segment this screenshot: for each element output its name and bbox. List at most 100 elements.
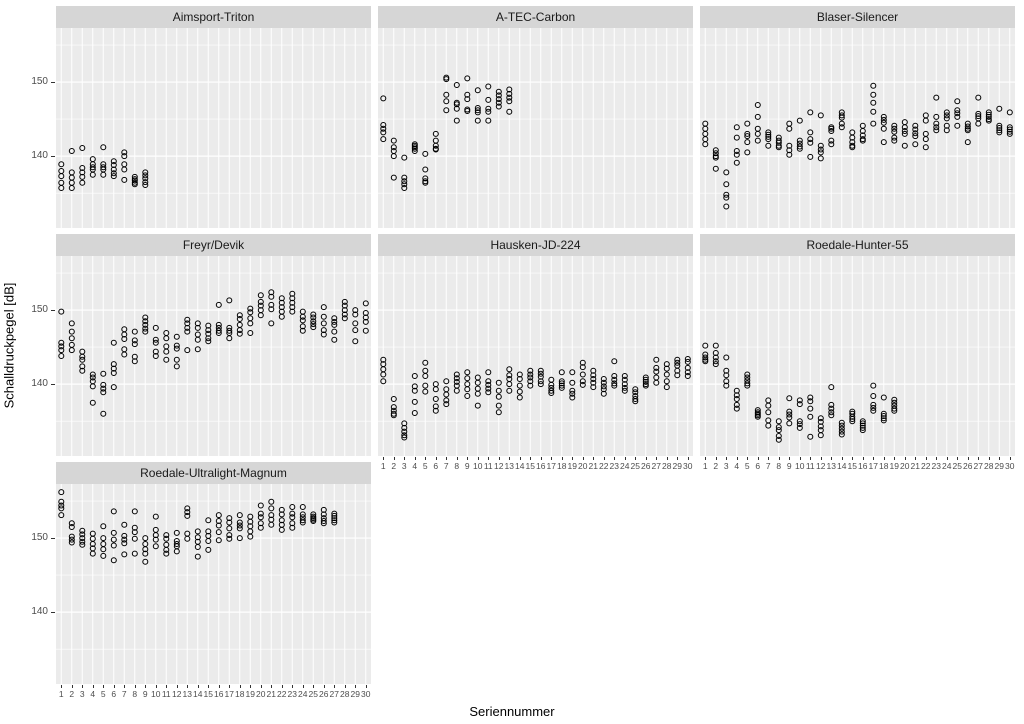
data-point bbox=[110, 339, 117, 346]
x-tick-label: 5 bbox=[422, 461, 428, 471]
data-point bbox=[194, 544, 201, 550]
data-point bbox=[975, 94, 982, 101]
data-point bbox=[474, 379, 481, 386]
x-tick-mark bbox=[166, 685, 168, 688]
data-point bbox=[331, 321, 338, 328]
x-tick-mark bbox=[925, 457, 927, 460]
x-tick-label: 13 bbox=[504, 461, 514, 471]
data-point bbox=[642, 378, 649, 385]
data-point bbox=[621, 381, 628, 388]
data-point bbox=[506, 387, 513, 394]
facet-roedale-ultralight-magnum: Roedale-Ultralight-Magnum bbox=[56, 462, 371, 684]
data-point bbox=[380, 122, 387, 128]
data-point bbox=[723, 378, 730, 385]
data-point bbox=[632, 398, 639, 405]
data-point bbox=[226, 519, 233, 526]
x-tick-mark bbox=[1009, 457, 1011, 460]
data-point bbox=[268, 306, 275, 313]
data-point bbox=[775, 433, 782, 439]
data-point bbox=[432, 403, 439, 410]
data-point bbox=[89, 371, 96, 378]
data-point bbox=[163, 348, 170, 355]
data-point bbox=[299, 317, 306, 324]
x-tick-label: 19 bbox=[245, 689, 255, 699]
data-point bbox=[723, 354, 730, 361]
data-point bbox=[891, 134, 898, 141]
data-point bbox=[184, 535, 191, 542]
data-point bbox=[443, 401, 450, 408]
data-point bbox=[996, 125, 1003, 131]
data-point bbox=[964, 123, 971, 130]
data-point bbox=[807, 394, 814, 401]
data-point bbox=[1006, 124, 1013, 131]
data-point bbox=[653, 364, 660, 371]
data-point bbox=[621, 373, 628, 379]
data-point bbox=[621, 384, 628, 391]
x-tick-mark bbox=[239, 685, 241, 688]
data-point bbox=[79, 145, 86, 151]
data-point bbox=[131, 337, 138, 344]
x-tick-label: 3 bbox=[79, 689, 85, 699]
data-point bbox=[880, 410, 887, 417]
data-point bbox=[247, 320, 254, 327]
data-point bbox=[891, 137, 898, 144]
data-point bbox=[569, 387, 576, 394]
x-tick-mark bbox=[915, 457, 917, 460]
data-point bbox=[121, 166, 128, 173]
data-point bbox=[411, 383, 418, 390]
data-point bbox=[58, 505, 65, 512]
data-point bbox=[516, 394, 523, 401]
x-tick-mark bbox=[71, 685, 73, 688]
data-point bbox=[796, 137, 803, 144]
data-point bbox=[173, 363, 180, 370]
x-tick-label: 15 bbox=[847, 461, 857, 471]
data-point bbox=[215, 321, 222, 328]
data-point bbox=[142, 325, 149, 332]
data-point bbox=[495, 88, 502, 95]
data-point bbox=[215, 512, 222, 519]
data-point bbox=[142, 318, 149, 325]
data-point bbox=[674, 372, 681, 379]
data-point bbox=[516, 388, 523, 395]
data-point bbox=[236, 522, 243, 529]
data-point bbox=[310, 518, 317, 524]
data-point bbox=[142, 179, 149, 186]
data-point bbox=[712, 150, 719, 157]
x-tick-mark bbox=[302, 685, 304, 688]
x-tick-mark bbox=[488, 457, 490, 460]
data-point bbox=[954, 122, 961, 129]
data-point bbox=[257, 312, 264, 319]
data-point bbox=[152, 339, 159, 346]
data-point bbox=[257, 524, 264, 531]
data-point bbox=[411, 373, 418, 379]
data-point bbox=[236, 312, 243, 319]
data-point bbox=[880, 394, 887, 401]
x-tick-mark bbox=[477, 457, 479, 460]
data-point bbox=[474, 402, 481, 409]
data-point bbox=[859, 137, 866, 144]
data-point bbox=[401, 178, 408, 185]
data-point bbox=[495, 409, 502, 416]
x-tick-label: 17 bbox=[224, 689, 234, 699]
x-tick-label: 3 bbox=[401, 461, 407, 471]
data-point bbox=[173, 342, 180, 349]
x-tick-mark bbox=[831, 457, 833, 460]
x-tick-label: 7 bbox=[121, 689, 127, 699]
data-point bbox=[807, 405, 814, 412]
data-point bbox=[205, 528, 212, 535]
data-point bbox=[653, 379, 660, 386]
data-point bbox=[485, 117, 492, 124]
x-tick-mark bbox=[425, 457, 427, 460]
x-tick-mark bbox=[862, 457, 864, 460]
data-point bbox=[362, 300, 369, 307]
data-point bbox=[268, 289, 275, 296]
data-point bbox=[723, 194, 730, 201]
facet-strip: Hausken-JD-224 bbox=[378, 234, 693, 256]
data-point bbox=[723, 181, 730, 188]
y-axis-title: Schalldruckpegel [dB] bbox=[1, 282, 17, 409]
x-tick-mark bbox=[519, 457, 521, 460]
data-point bbox=[142, 535, 149, 542]
data-point bbox=[537, 370, 544, 377]
facet-title: Blaser-Silencer bbox=[816, 10, 899, 24]
data-point bbox=[495, 387, 502, 394]
